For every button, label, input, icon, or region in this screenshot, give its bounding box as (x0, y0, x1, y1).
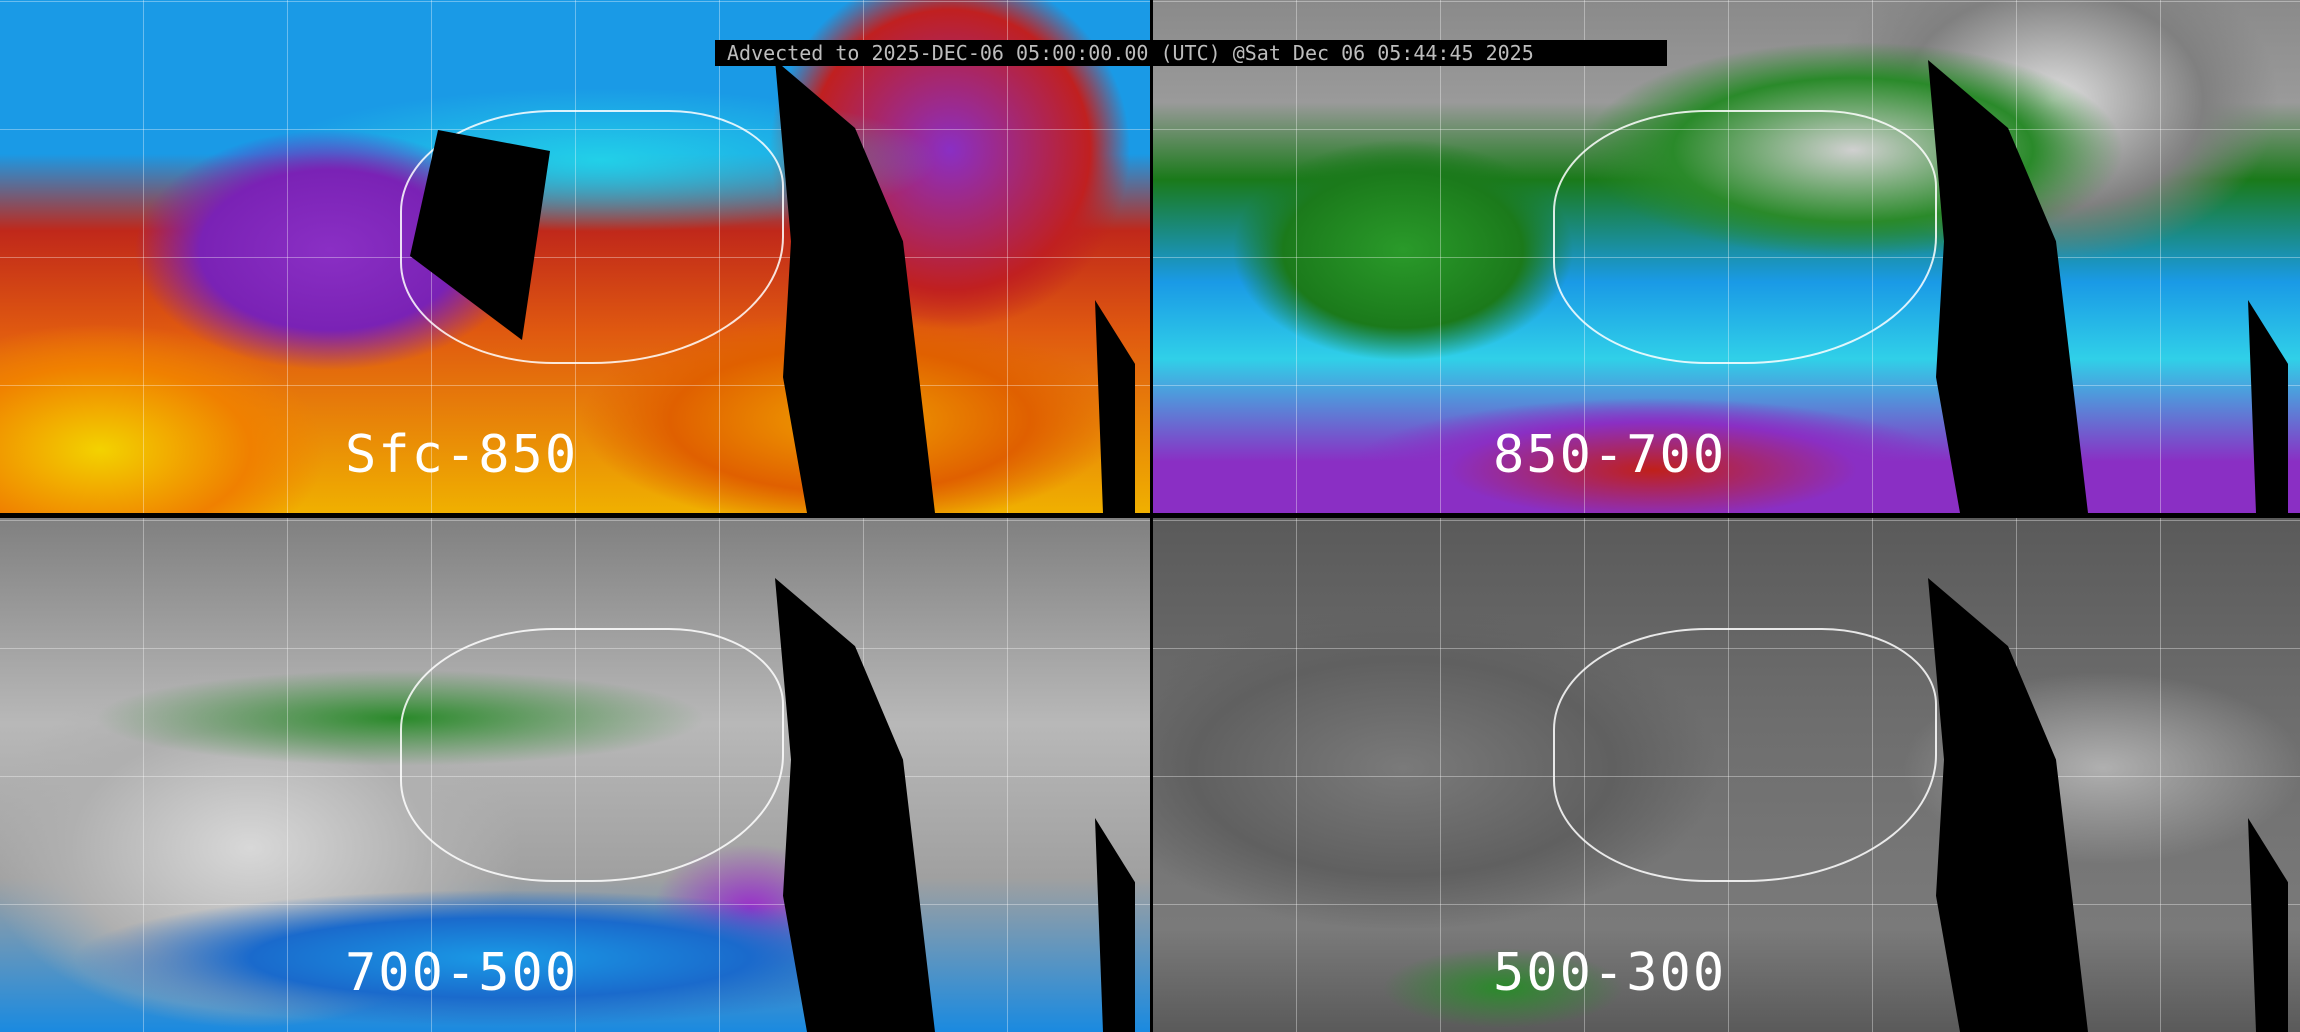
panel-label: 850-700 (1493, 425, 1727, 485)
panel-label: 500-300 (1493, 943, 1727, 1003)
panel-700-500: 700-500 (0, 518, 1150, 1032)
north-america-outline (1553, 628, 1937, 882)
panel-label: 700-500 (345, 943, 579, 1003)
panel-500-300: 500-300 (1153, 518, 2300, 1032)
panel-sfc-850: Sfc-850 (0, 0, 1150, 513)
panel-label: Sfc-850 (345, 425, 579, 485)
timestamp-header: Advected to 2025-DEC-06 05:00:00.00 (UTC… (715, 40, 1667, 66)
panel-850-700: 850-700 (1153, 0, 2300, 513)
north-america-outline (1553, 110, 1937, 364)
north-america-outline (400, 628, 784, 882)
north-america-outline (400, 110, 784, 364)
